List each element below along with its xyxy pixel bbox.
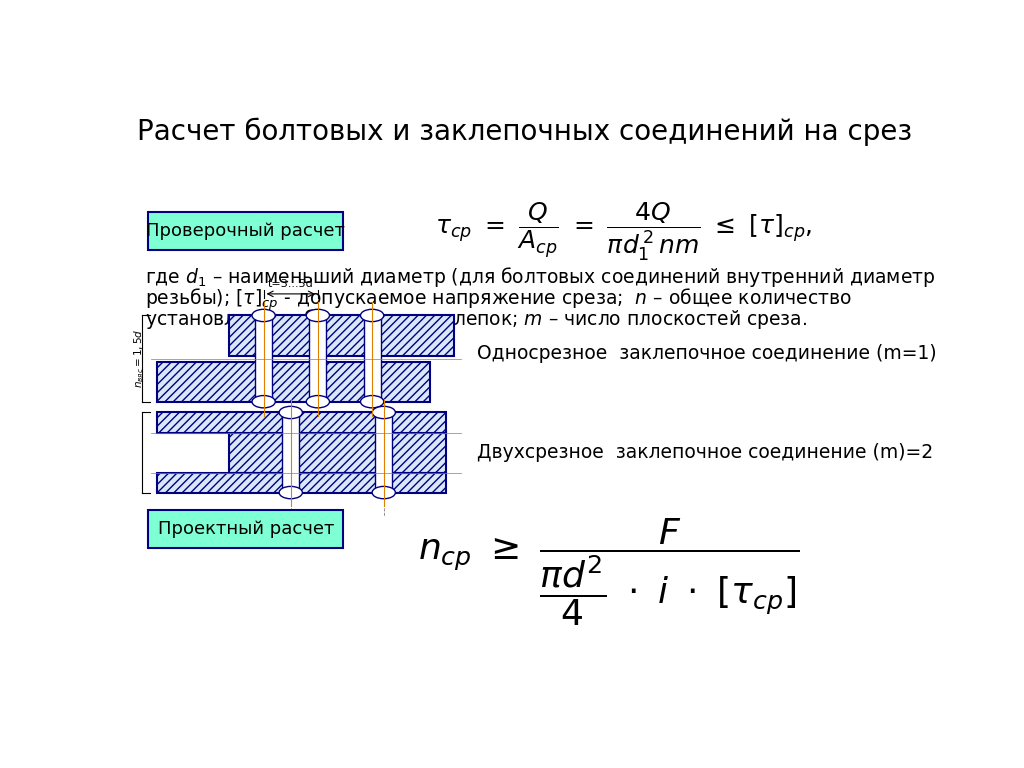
Bar — [364, 316, 381, 402]
Text: t=3...5d: t=3...5d — [268, 280, 313, 290]
Text: Проектный расчет: Проектный расчет — [158, 520, 334, 538]
Text: $l_{min}=2d$: $l_{min}=2d$ — [204, 411, 257, 427]
Text: Односрезное  заклепочное соединение (m=1): Односрезное заклепочное соединение (m=1) — [477, 345, 936, 363]
Bar — [283, 412, 299, 492]
Text: Проверочный расчет: Проверочный расчет — [146, 222, 345, 240]
Text: установленных болтов или заклепок; $m$ – число плоскостей среза.: установленных болтов или заклепок; $m$ –… — [145, 307, 807, 331]
Ellipse shape — [252, 396, 275, 408]
Bar — [158, 412, 445, 432]
Bar — [158, 362, 430, 402]
Ellipse shape — [372, 486, 395, 498]
Ellipse shape — [360, 396, 384, 408]
Text: где $d_1$ – наименьший диаметр (для болтовых соединений внутренний диаметр: где $d_1$ – наименьший диаметр (для болт… — [145, 266, 935, 290]
Bar — [309, 316, 327, 402]
Text: $n_{вяс}=1,5d$: $n_{вяс}=1,5d$ — [132, 329, 145, 389]
Text: $n_{cp}\ \geq\ \dfrac{F}{\dfrac{\pi d^2}{4}\ \cdot\ i\ \cdot\ [\tau_{cp}]}$: $n_{cp}\ \geq\ \dfrac{F}{\dfrac{\pi d^2}… — [418, 516, 800, 627]
Ellipse shape — [360, 310, 384, 322]
Bar — [255, 316, 272, 402]
Ellipse shape — [306, 396, 330, 408]
Bar — [228, 316, 454, 356]
Bar — [158, 472, 445, 492]
Ellipse shape — [372, 406, 395, 419]
Ellipse shape — [306, 310, 330, 322]
Text: резьбы); $[\tau]_{cp}$ - допускаемое напряжение среза;  $n$ – общее количество: резьбы); $[\tau]_{cp}$ - допускаемое нап… — [145, 286, 852, 313]
Bar — [375, 412, 392, 492]
FancyBboxPatch shape — [148, 211, 343, 250]
Text: Двухсрезное  заклепочное соединение (m)=2: Двухсрезное заклепочное соединение (m)=2 — [477, 443, 933, 462]
Text: $\tau_{cp}\ =\ \dfrac{Q}{A_{cp}}\ =\ \dfrac{4Q}{\pi d_1^{\,2}\,nm}\ \leq\ [\tau]: $\tau_{cp}\ =\ \dfrac{Q}{A_{cp}}\ =\ \df… — [435, 201, 813, 263]
Bar — [228, 432, 445, 472]
Ellipse shape — [252, 310, 275, 322]
FancyBboxPatch shape — [148, 509, 343, 548]
Text: Расчет болтовых и заклепочных соединений на срез: Расчет болтовых и заклепочных соединений… — [137, 118, 912, 146]
Ellipse shape — [280, 486, 302, 498]
Ellipse shape — [280, 406, 302, 419]
